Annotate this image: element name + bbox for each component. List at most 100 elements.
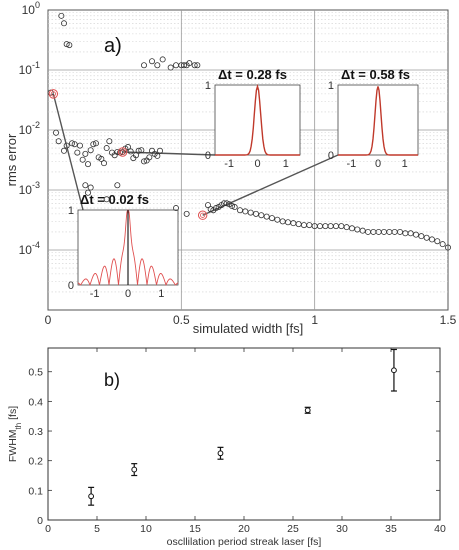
panel-b-label: b) (104, 370, 120, 390)
x-tick-label: 35 (385, 523, 397, 535)
inset-x-tick: 0 (254, 158, 260, 170)
inset-x-tick: -1 (90, 288, 100, 300)
data-point (77, 142, 84, 149)
y-tick-exponent: -2 (32, 120, 40, 130)
data-point (63, 142, 70, 149)
data-point (183, 210, 190, 217)
panel-b-points (88, 348, 397, 506)
panel-a-ylabel: rms error (4, 133, 19, 186)
data-point (146, 154, 153, 161)
panel-b-plot-area (47, 347, 441, 521)
data-point (434, 238, 441, 245)
x-tick-label: 40 (434, 523, 446, 535)
inset-x-tick: 0 (125, 288, 131, 300)
data-point (58, 12, 65, 19)
x-tick-label: 5 (94, 523, 100, 535)
data-point (47, 89, 54, 96)
x-tick-label: 20 (238, 523, 250, 535)
x-tick-label: 15 (189, 523, 201, 535)
data-point (114, 182, 121, 189)
inset-0: -1 0 1 0 1 Δt = 0.02 fs (68, 192, 179, 300)
data-point (90, 141, 97, 148)
data-point (428, 236, 435, 243)
data-point (148, 58, 155, 65)
data-point (223, 200, 230, 207)
data-point (140, 158, 147, 165)
data-point (88, 493, 95, 500)
y-tick-label: 100 (22, 0, 40, 17)
panel-b: 0 0.1 0.2 0.3 0.4 0.5 0 5 10 15 20 25 30 35 40 b) osc… (7, 347, 446, 548)
data-point (396, 228, 403, 235)
panel-a-points (47, 12, 451, 251)
inset-2: -1 0 1 0 1 Δt = 0.58 fs (328, 67, 419, 170)
data-point (69, 140, 76, 147)
data-point (247, 209, 254, 216)
data-point (82, 150, 89, 157)
highlighted-point-inner (200, 212, 206, 218)
y-tick-base: 10 (19, 63, 33, 77)
highlighted-point (48, 89, 59, 99)
data-point (154, 152, 161, 159)
panel-b-xlabel: oscllilation period streak laser [fs] (167, 536, 322, 548)
data-point (186, 60, 193, 67)
inset-y-tick: 1 (328, 80, 334, 92)
y-tick-label: 10-4 (19, 240, 40, 257)
data-point (304, 407, 311, 414)
x-tick-label: 10 (140, 523, 152, 535)
y-tick-exponent: -1 (32, 60, 40, 70)
x-tick-label: 1 (311, 313, 318, 327)
data-point (79, 156, 86, 163)
highlighted-point-inner (50, 91, 56, 97)
panel-b-x-ticks: 0 5 10 15 20 25 30 35 40 (45, 348, 446, 535)
y-tick-base: 10 (19, 123, 33, 137)
inset-frame (337, 84, 419, 156)
x-tick-label: 0 (45, 313, 52, 327)
data-point (423, 234, 430, 241)
highlighted-point (117, 147, 128, 157)
data-point (138, 147, 145, 154)
data-point (407, 230, 414, 237)
data-point (159, 56, 166, 63)
data-point (154, 62, 161, 69)
y-tick-base: 10 (19, 243, 33, 257)
y-tick-label: 10-3 (19, 180, 40, 197)
inset-y-tick: 1 (68, 205, 74, 217)
y-tick-base: 10 (22, 3, 36, 17)
data-point (274, 216, 281, 223)
panel-b-ylabel-sub: th (14, 423, 23, 430)
data-point (231, 204, 238, 211)
highlighted-point (197, 210, 208, 220)
data-point (204, 202, 211, 209)
data-point (444, 244, 451, 251)
x-tick-label: 30 (336, 523, 348, 535)
panel-b-ylabel: FWHMth [fs] (7, 406, 23, 462)
data-point (103, 196, 110, 203)
y-tick-label: 10-2 (19, 120, 40, 137)
y-tick-label: 0.2 (28, 456, 43, 468)
y-tick-exponent: -3 (32, 180, 40, 190)
panel-a-xlabel: simulated width [fs] (193, 321, 304, 336)
data-point (359, 227, 366, 234)
inset-label: Δt = 0.02 fs (80, 192, 149, 207)
inset-connector (52, 93, 84, 211)
x-tick-label: 1.5 (440, 313, 457, 327)
highlighted-point-inner (120, 149, 126, 155)
inset-y-tick: 0 (328, 150, 334, 162)
data-point (125, 144, 132, 151)
inset-x-tick: -1 (224, 158, 234, 170)
data-point (194, 62, 201, 69)
data-point (103, 145, 110, 152)
data-point (85, 161, 92, 168)
data-point (106, 138, 113, 145)
inset-x-tick: 1 (283, 158, 289, 170)
data-point (412, 231, 419, 238)
panel-b-ylabel-main: FWHM (7, 429, 19, 462)
data-point (82, 182, 89, 189)
data-point (132, 152, 139, 159)
inset-frame (214, 84, 301, 156)
data-point (101, 160, 108, 167)
y-tick-base: 10 (19, 183, 33, 197)
data-point (127, 148, 134, 155)
inset-connector (122, 151, 216, 156)
